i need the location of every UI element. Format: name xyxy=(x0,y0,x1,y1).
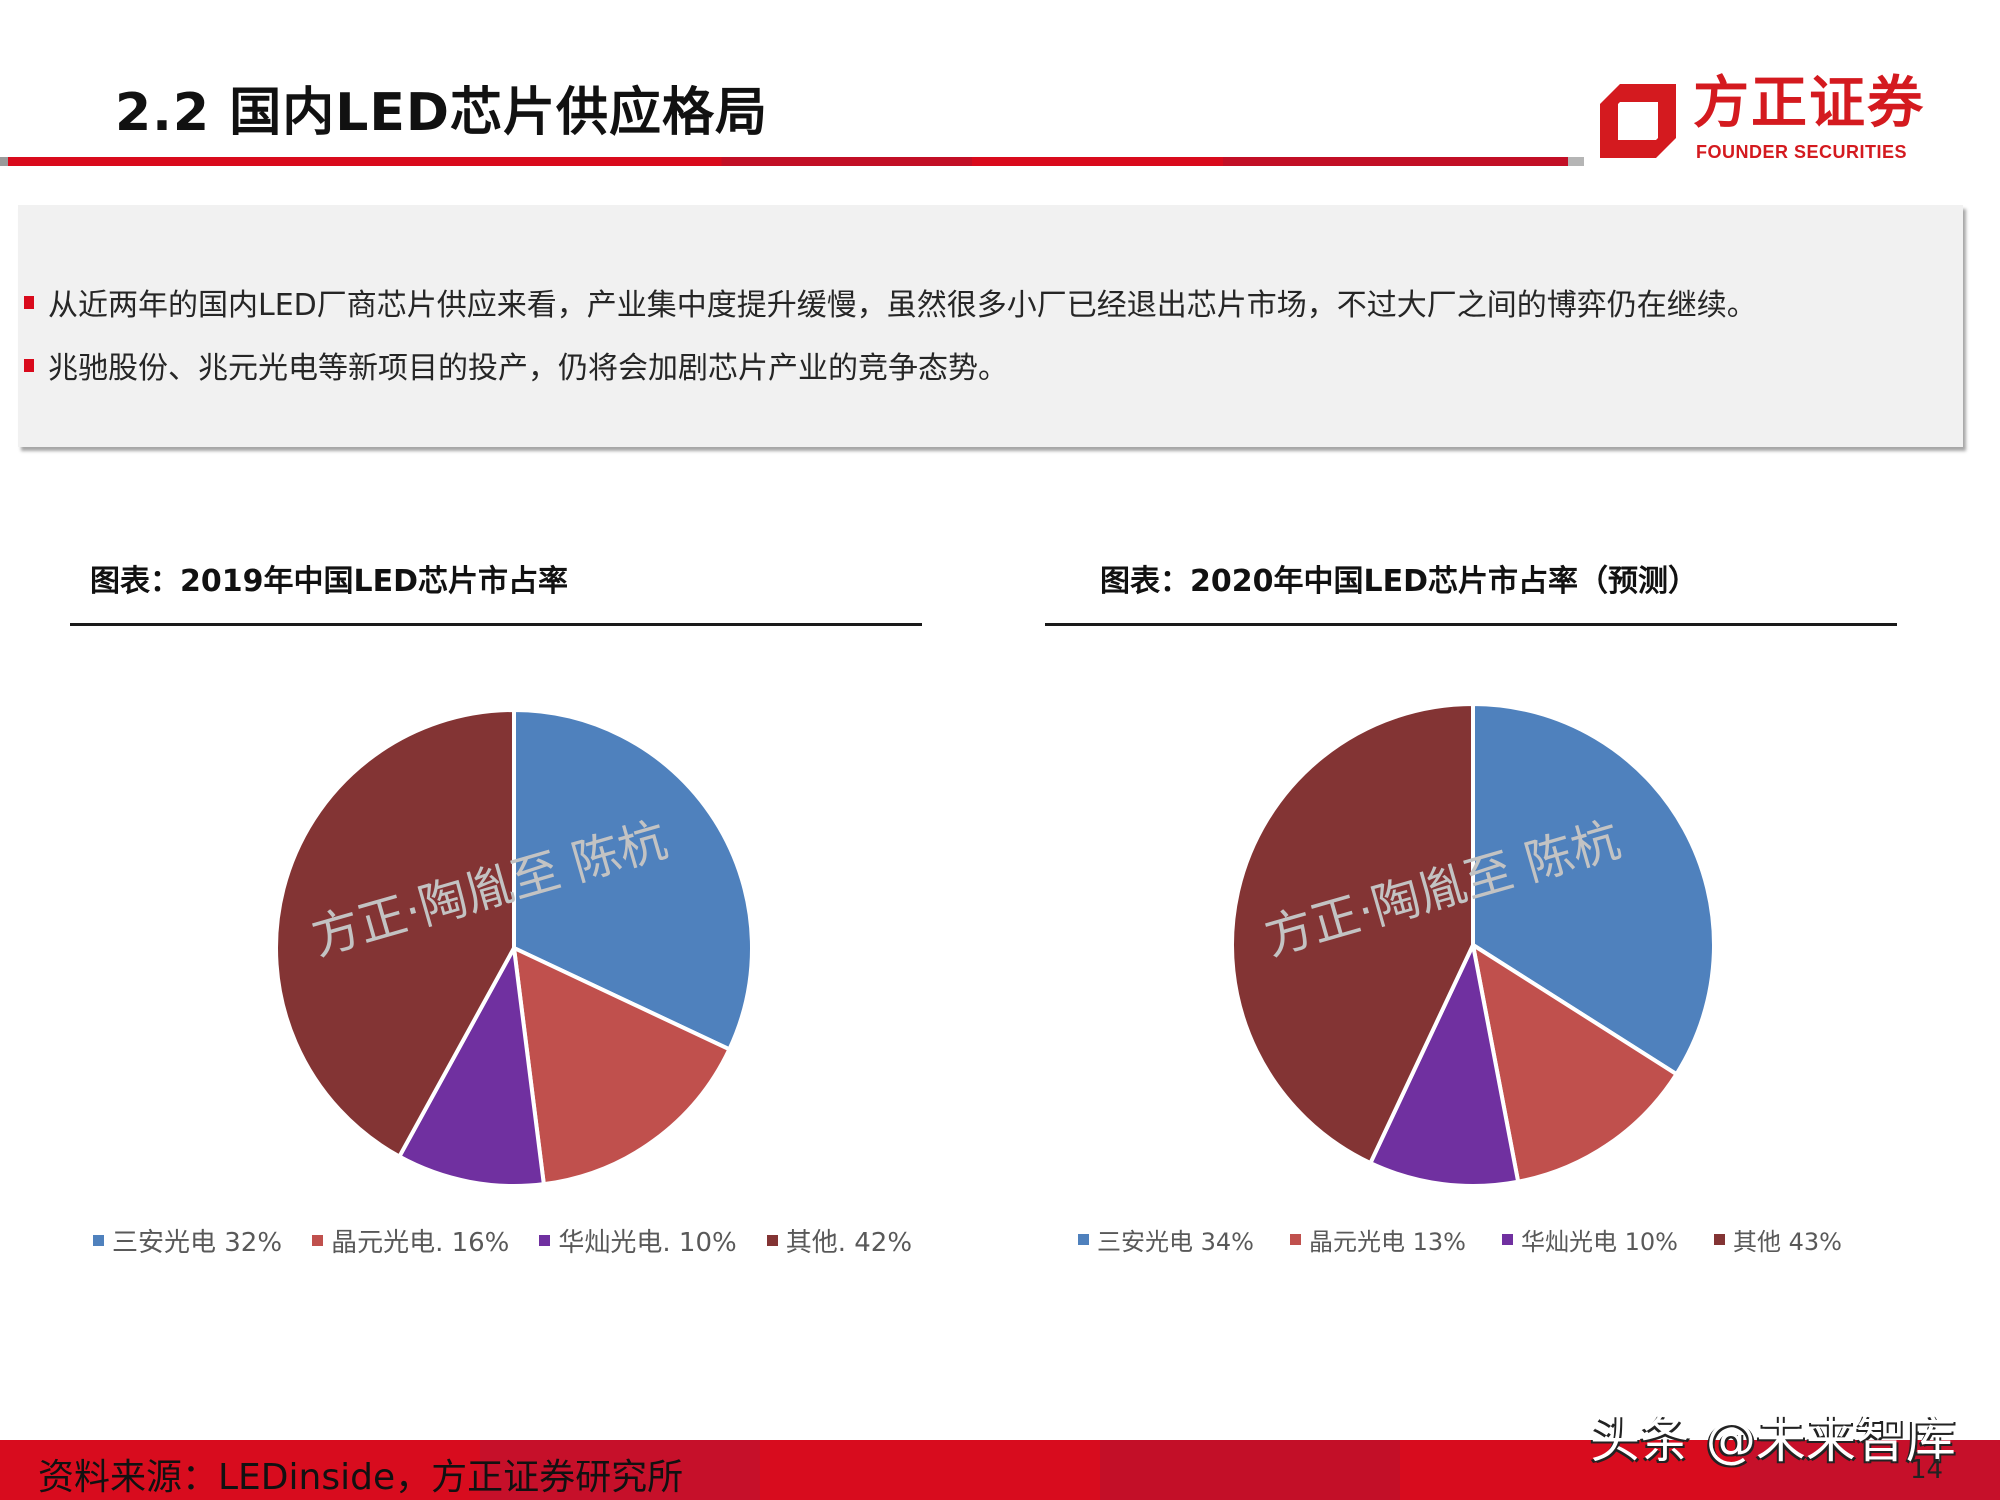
pie-slice xyxy=(1367,938,1521,1188)
pie-slice xyxy=(396,941,547,1188)
legend-swatch xyxy=(312,1235,324,1246)
chart-title-2019: 图表：2019年中国LED芯片市占率 xyxy=(90,564,569,599)
page-title: 2.2 国内LED芯片供应格局 xyxy=(115,83,769,143)
legend-item: 华灿光电. 10% xyxy=(539,1222,737,1259)
chart-title-underline-2019 xyxy=(70,623,922,626)
legend-2020: 三安光电 34% 晶元光电 13% 华灿光电 10% 其他 43% xyxy=(1078,1222,1878,1257)
legend-swatch xyxy=(1289,1234,1301,1245)
summary-bullet-2: 兆驰股份、兆元光电等新项目的投产，仍将会加剧芯片产业的竞争态势。 xyxy=(24,343,1008,387)
logo-en-text: FOUNDER SECURITIES xyxy=(1696,142,1908,162)
footer-band xyxy=(0,1440,2000,1500)
legend-label: 晶元光电. 16% xyxy=(331,1228,510,1258)
legend-label: 三安光电 32% xyxy=(112,1228,283,1258)
pie-slice xyxy=(274,707,516,1160)
legend-swatch xyxy=(1501,1234,1513,1245)
bullet-text: 从近两年的国内LED厂商芯片供应来看，产业集中度提升缓慢，虽然很多小厂已经退出芯… xyxy=(48,288,1757,323)
legend-item: 华灿光电 10% xyxy=(1501,1222,1678,1257)
logo-cn-text: 方正证券 xyxy=(1693,71,1925,136)
source-note: 资料来源：LEDinside，方正证券研究所 xyxy=(38,1457,684,1498)
pie-slice xyxy=(512,707,754,1052)
legend-item: 其他. 42% xyxy=(766,1222,913,1259)
legend-swatch xyxy=(1078,1234,1089,1245)
legend-item: 晶元光电. 16% xyxy=(312,1222,509,1259)
chart-title-2020: 图表：2020年中国LED芯片市占率（预测） xyxy=(1100,564,1699,599)
chart-title-underline-2020 xyxy=(1045,623,1897,626)
bullet-square-icon xyxy=(24,358,34,372)
legend-item: 三安光电 34% xyxy=(1078,1222,1254,1257)
founder-logo: 方正证券 FOUNDER SECURITIES xyxy=(1598,72,1928,167)
legend-label: 华灿光电 10% xyxy=(1520,1228,1678,1256)
toutiao-watermark: 头条 @未来智库 xyxy=(1590,1411,1956,1469)
legend-label: 其他. 42% xyxy=(785,1228,913,1258)
header-rule xyxy=(0,157,1568,166)
founder-logo-icon xyxy=(1600,84,1676,158)
legend-item: 其他 43% xyxy=(1713,1222,1842,1257)
legend-swatch xyxy=(766,1235,778,1246)
legend-2019: 三安光电 32% 晶元光电. 16% 华灿光电. 10% 其他. 42% xyxy=(93,1222,942,1259)
pie-slice xyxy=(1230,701,1475,1166)
pie-slice xyxy=(1470,940,1680,1185)
legend-label: 三安光电 34% xyxy=(1097,1228,1254,1256)
page-number: 14 xyxy=(1910,1455,1944,1485)
legend-item: 晶元光电 13% xyxy=(1289,1222,1466,1257)
header-rule-tail xyxy=(1568,157,1584,166)
bullet-text: 兆驰股份、兆元光电等新项目的投产，仍将会加剧芯片产业的竞争态势。 xyxy=(48,351,1008,386)
legend-label: 华灿光电. 10% xyxy=(558,1228,737,1258)
pie-chart-2019 xyxy=(274,707,754,1188)
pie-slice xyxy=(511,944,733,1187)
legend-swatch xyxy=(1713,1234,1725,1245)
legend-item: 三安光电 32% xyxy=(93,1222,282,1259)
bullet-square-icon xyxy=(24,295,34,309)
summary-bullet-1: 从近两年的国内LED厂商芯片供应来看，产业集中度提升缓慢，虽然很多小厂已经退出芯… xyxy=(24,280,1757,324)
summary-box xyxy=(18,205,1963,447)
legend-swatch xyxy=(93,1235,104,1246)
legend-swatch xyxy=(539,1235,551,1246)
legend-label: 其他 43% xyxy=(1732,1228,1842,1256)
legend-label: 晶元光电 13% xyxy=(1308,1228,1466,1256)
pie-chart-2020 xyxy=(1230,701,1716,1188)
